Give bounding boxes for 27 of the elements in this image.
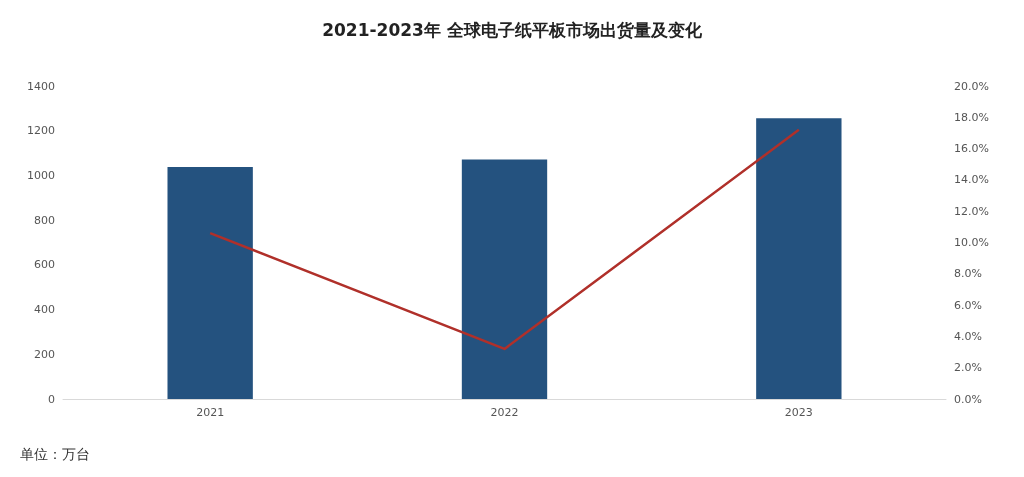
bar <box>461 159 548 399</box>
y-tick-label: 0 <box>48 392 55 406</box>
y2-tick-label: 6.0% <box>954 298 982 312</box>
chart-title: 2021-2023年 全球电子纸平板市场出货量及变化 <box>322 19 703 40</box>
y2-tick-label: 4.0% <box>954 329 982 343</box>
y-tick-label: 1400 <box>27 79 55 93</box>
y-tick-label: 1000 <box>27 168 55 182</box>
x-tick-label: 2021 <box>196 406 225 419</box>
y-tick-label: 200 <box>34 347 55 361</box>
y-tick-label: 600 <box>34 258 55 272</box>
bar <box>167 166 253 399</box>
y2-tick-label: 18.0% <box>954 110 989 124</box>
y-tick-label: 800 <box>34 213 55 227</box>
y2-tick-label: 16.0% <box>954 142 989 156</box>
y2-tick-label: 10.0% <box>954 236 989 249</box>
x-tick-label: 2022 <box>490 406 519 419</box>
text: 单位：万台 <box>20 446 90 462</box>
y-tick-label: 400 <box>34 303 55 317</box>
y2-tick-label: 8.0% <box>954 267 982 281</box>
y2-tick-label: 14.0% <box>954 173 989 187</box>
y-tick-label: 1200 <box>27 124 55 138</box>
y2-tick-label: 0.0% <box>954 392 982 406</box>
y2-tick-label: 2.0% <box>954 361 982 375</box>
bar <box>756 118 842 399</box>
y2-tick-label: 20.0% <box>954 79 989 93</box>
y2-tick-label: 12.0% <box>954 204 989 218</box>
x-tick-label: 2023 <box>784 406 813 419</box>
